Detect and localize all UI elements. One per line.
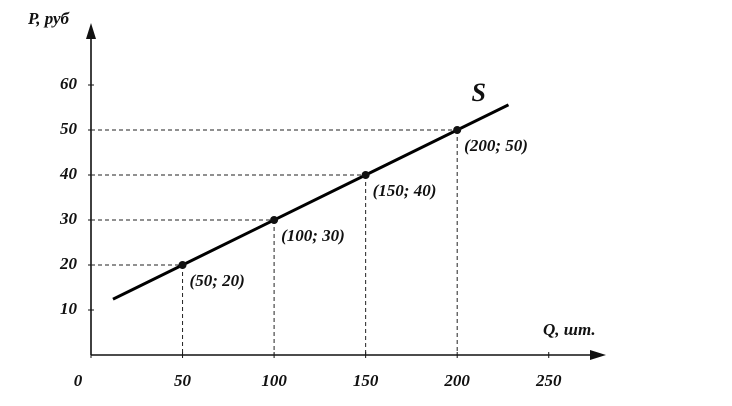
- supply-line: [112, 103, 510, 301]
- x-tick-label: 100: [261, 371, 287, 390]
- point: [270, 216, 279, 224]
- x-axis-arrow: [590, 350, 606, 360]
- x-tick-label: 150: [353, 371, 379, 390]
- point: [453, 126, 462, 134]
- y-axis-arrow: [86, 23, 96, 39]
- y-tick-label: 20: [59, 254, 78, 273]
- x-tick-label: 50: [174, 371, 192, 390]
- point: [178, 261, 187, 269]
- point-label: (50; 20): [190, 271, 245, 290]
- point: [361, 171, 370, 179]
- point-label: (150; 40): [373, 181, 437, 200]
- y-tick-label: 10: [60, 299, 78, 318]
- x-tick-label: 0: [74, 371, 83, 390]
- y-axis-label: P, руб: [27, 9, 71, 28]
- y-tick-label: 50: [60, 119, 78, 138]
- y-tick-label: 40: [59, 164, 78, 183]
- point-label: (200; 50): [464, 136, 528, 155]
- y-tick-label: 60: [60, 74, 78, 93]
- point-label: (100; 30): [281, 226, 345, 245]
- x-tick-label: 250: [535, 371, 562, 390]
- x-axis-label: Q, шт.: [543, 320, 596, 339]
- y-tick-label: 30: [59, 209, 78, 228]
- series-label: S: [471, 78, 485, 107]
- x-tick-label: 200: [443, 371, 470, 390]
